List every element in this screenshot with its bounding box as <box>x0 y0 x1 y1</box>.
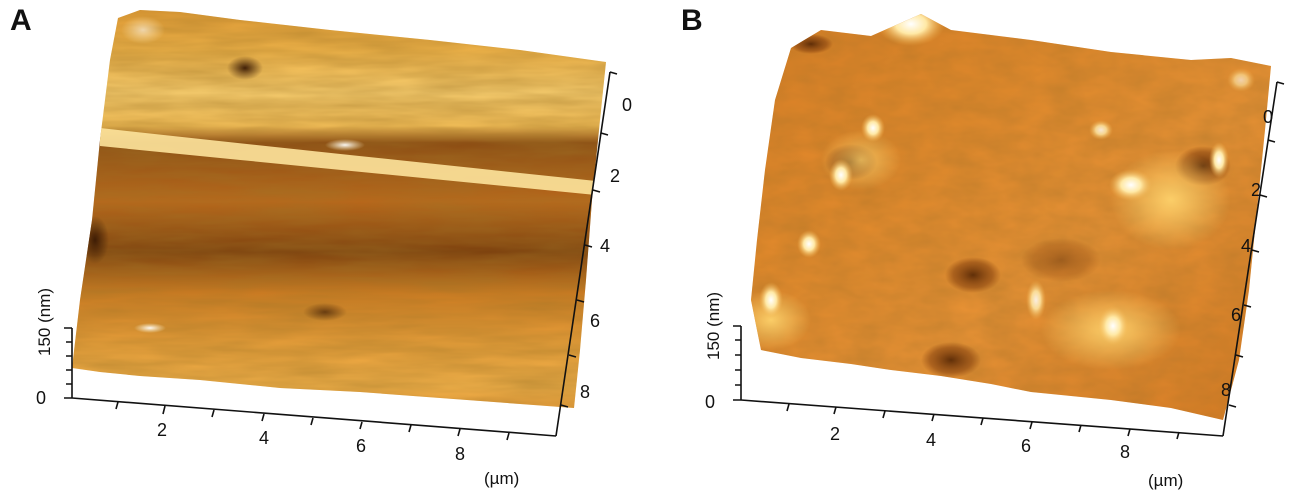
y-tick-label: 2 <box>610 166 620 186</box>
x-tick-label: 6 <box>1021 436 1031 456</box>
y-ticks-a: 0 2 4 6 8 <box>580 95 632 402</box>
afm-surface-plot-b: 2 4 6 8 0 2 4 6 8 0 <box>705 14 1285 462</box>
y-tick-label: 4 <box>600 236 610 256</box>
panel-label-b: B <box>681 4 703 37</box>
y-tick-label: 6 <box>1231 305 1241 325</box>
z-axis-label-a: 150 (nm) <box>35 287 54 356</box>
z-axis-label-b: 150 (nm) <box>704 291 723 360</box>
axes-a <box>64 71 618 441</box>
afm-surface-plot-a: 2 4 6 8 0 2 4 6 8 0 <box>36 10 632 464</box>
y-tick-label: 0 <box>1263 107 1273 127</box>
x-unit-label-b: (µm) <box>1148 471 1184 490</box>
x-tick-label: 6 <box>356 436 366 456</box>
x-tick-label: 2 <box>157 420 167 440</box>
x-unit-label-a: (µm) <box>484 469 520 488</box>
x-tick-label: 2 <box>830 424 840 444</box>
y-tick-label: 6 <box>590 311 600 331</box>
panel-label-a: A <box>10 4 32 37</box>
afm-panel-a: A <box>10 4 632 488</box>
axes-b <box>733 81 1285 440</box>
y-ticks-b: 0 2 4 6 8 <box>1221 107 1273 400</box>
y-tick-label: 0 <box>622 95 632 115</box>
surface-b <box>751 14 1271 420</box>
z-zero-label: 0 <box>705 392 715 412</box>
x-tick-label: 4 <box>926 430 936 450</box>
x-tick-label: 4 <box>259 428 269 448</box>
surface-a <box>72 10 606 408</box>
x-ticks-b: 2 4 6 8 <box>830 424 1130 462</box>
afm-panel-b: B <box>651 0 1302 495</box>
x-ticks-a: 2 4 6 8 <box>157 420 465 464</box>
y-tick-label: 8 <box>1221 380 1231 400</box>
x-tick-label: 8 <box>1120 442 1130 462</box>
y-tick-label: 8 <box>580 382 590 402</box>
y-tick-label: 2 <box>1251 180 1261 200</box>
z-zero-label: 0 <box>36 388 46 408</box>
y-tick-label: 4 <box>1241 236 1251 256</box>
x-tick-label: 8 <box>455 444 465 464</box>
